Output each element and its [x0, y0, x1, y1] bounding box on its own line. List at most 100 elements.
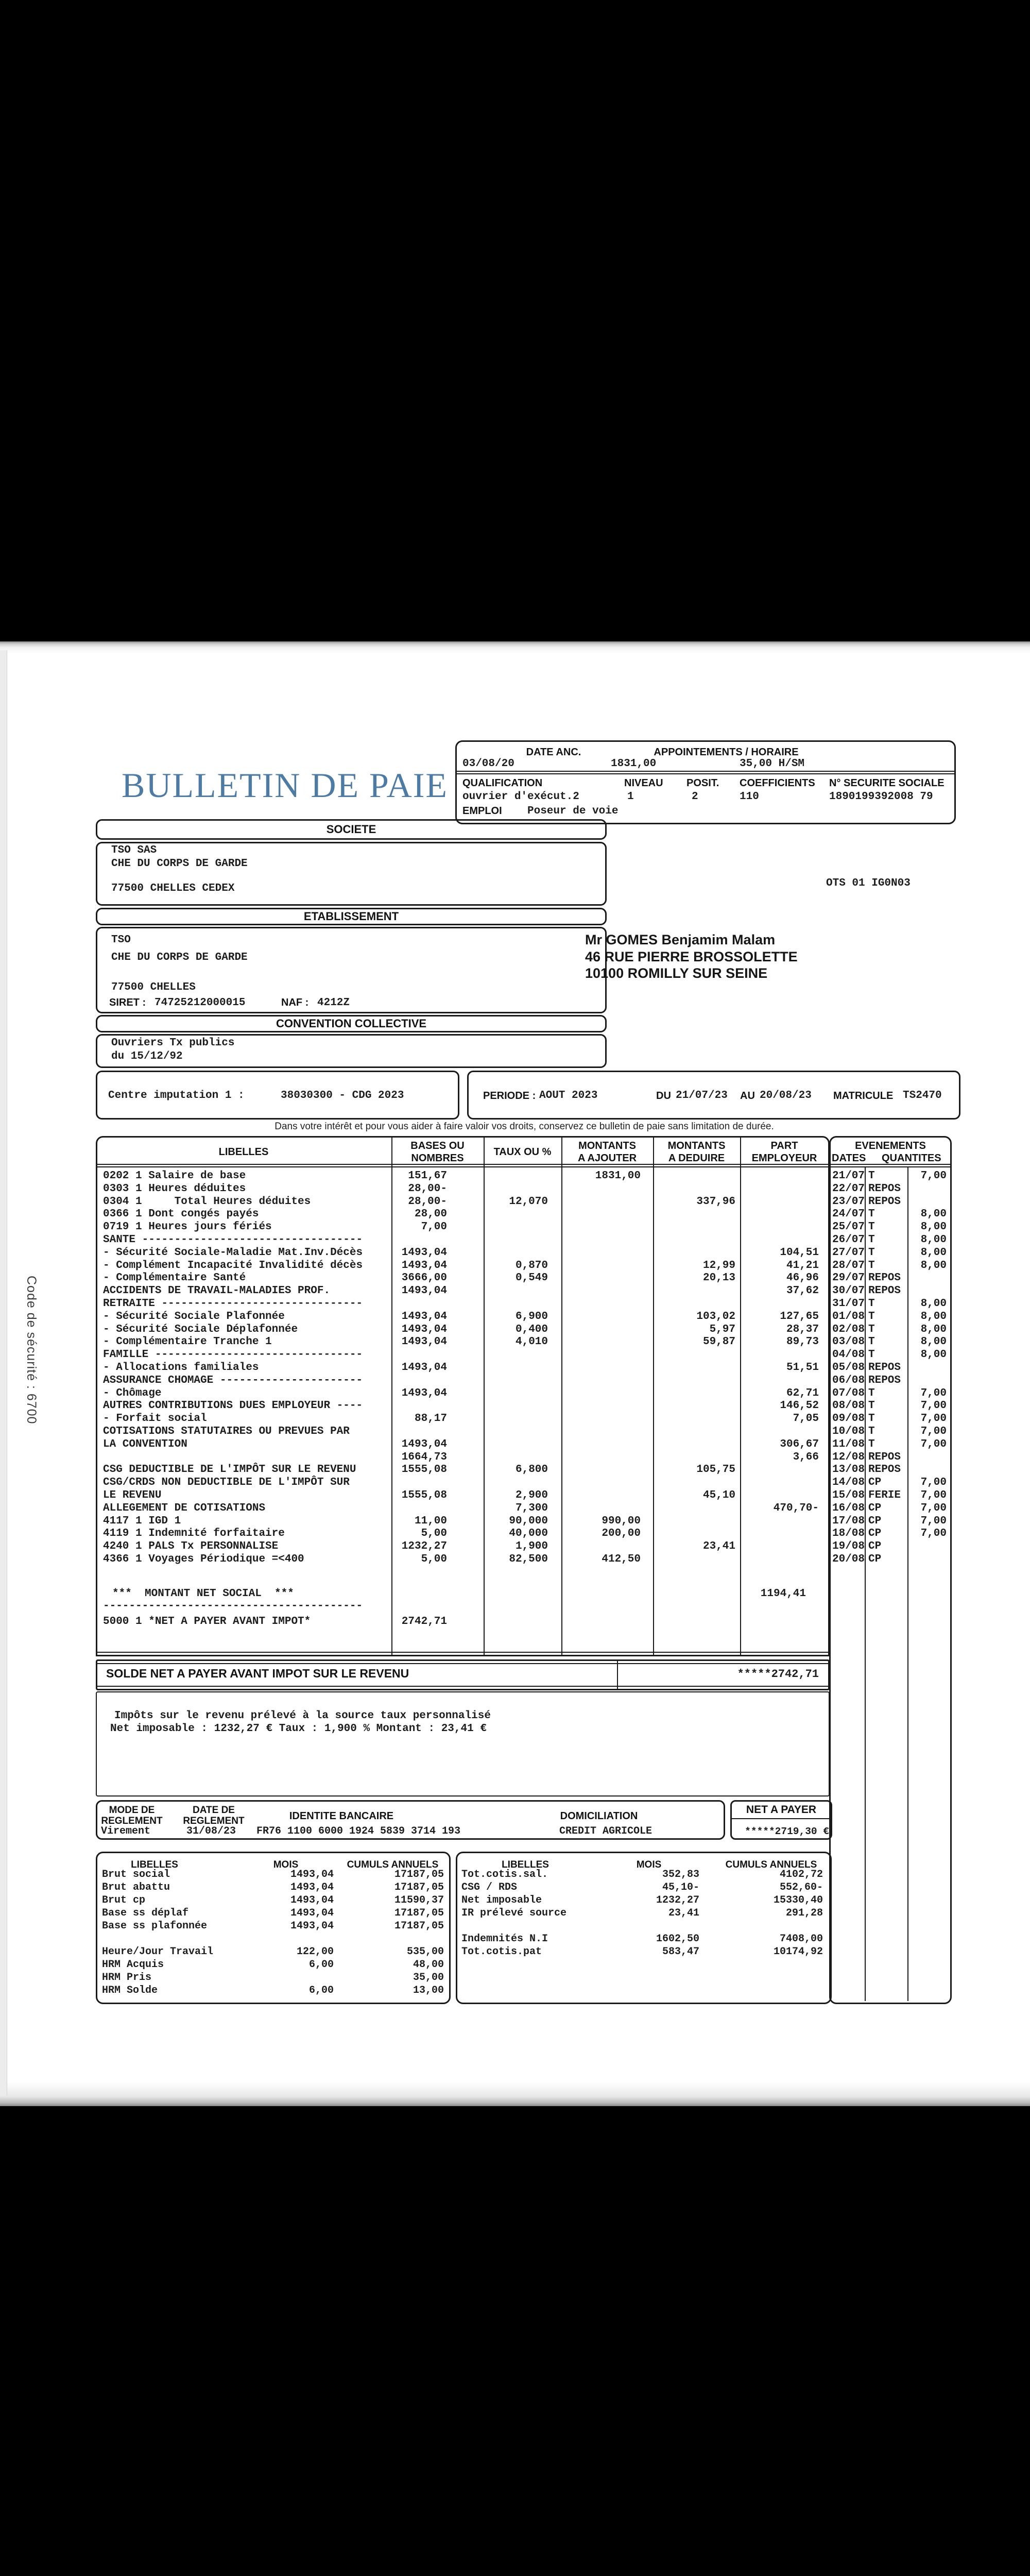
cell-bases: 28,00- — [408, 1196, 447, 1208]
cumuls-right-header: MOIS — [636, 1859, 662, 1870]
dashed-separator: ---------------------------------------- — [103, 1600, 363, 1612]
event-type: REPOS — [868, 1375, 901, 1386]
solde-divider — [617, 1659, 618, 1690]
impots-box — [96, 1691, 830, 1797]
cumul-annuel: 13,00 — [413, 1985, 444, 1996]
appointements-value: 1831,00 — [611, 758, 657, 770]
employee-city: 10100 ROMILLY SUR SEINE — [585, 965, 768, 981]
cell-deduire: 20,13 — [702, 1272, 735, 1284]
cell-taux: 4,010 — [515, 1336, 548, 1348]
col-header-quantites: QUANTITES — [882, 1153, 941, 1164]
column-line — [653, 1138, 654, 1655]
date-reglement-label: REGLEMENT — [183, 1816, 245, 1826]
event-date: 06/08 — [832, 1375, 865, 1386]
convention-line: du 15/12/92 — [111, 1050, 183, 1062]
cell-taux: 7,300 — [515, 1502, 548, 1514]
cumul-mois: 122,00 — [296, 1946, 334, 1958]
cell-bases: 3666,00 — [401, 1272, 447, 1284]
event-type: T — [868, 1247, 875, 1259]
event-type: REPOS — [868, 1196, 901, 1208]
column-line — [907, 1167, 908, 2001]
appointements-label: APPOINTEMENTS / HORAIRE — [654, 747, 799, 758]
du-value: 21/07/23 — [676, 1090, 728, 1101]
cell-bases: 1232,27 — [401, 1540, 447, 1552]
event-type: CP — [868, 1528, 882, 1539]
event-type: CP — [868, 1502, 882, 1514]
cell-deduire: 12,99 — [702, 1260, 735, 1272]
cell-bases: 1493,04 — [401, 1387, 447, 1399]
event-date: 15/08 — [832, 1489, 865, 1501]
event-type: T — [868, 1221, 875, 1233]
evenements-header-separator — [829, 1164, 952, 1167]
col-header-ajouter: MONTANTS — [578, 1140, 636, 1151]
solde-inner-line — [97, 1663, 828, 1664]
cell-bases: 1555,08 — [401, 1489, 447, 1501]
employee-name: Mr GOMES Benjamim Malam — [585, 932, 776, 947]
cumul-mois: 1493,04 — [290, 1882, 334, 1893]
cumul-mois: 1232,27 — [656, 1894, 699, 1906]
imputation-value: 38030300 - CDG 2023 — [281, 1090, 404, 1101]
event-date: 07/08 — [832, 1387, 865, 1399]
cumul-annuel: 35,00 — [413, 1972, 444, 1984]
event-type: T — [868, 1298, 875, 1310]
event-date: 03/08 — [832, 1336, 865, 1348]
event-type: REPOS — [868, 1451, 901, 1463]
cumul-annuel: 4102,72 — [779, 1869, 823, 1880]
net-social-value: 1194,41 — [760, 1588, 806, 1600]
cell-bases: 1493,04 — [401, 1260, 447, 1272]
cell-taux: 0,549 — [515, 1272, 548, 1284]
row-label: 0202 1 Salaire de base — [103, 1170, 246, 1182]
row-label: FAMILLE -------------------------------- — [103, 1349, 363, 1361]
convention-header: CONVENTION COLLECTIVE — [276, 1017, 427, 1030]
solde-inner-line — [97, 1686, 828, 1687]
event-type: T — [868, 1260, 875, 1272]
event-quantity: 7,00 — [920, 1387, 947, 1399]
etablissement-header-box — [96, 908, 607, 925]
secu-value: 1890199392008 79 — [829, 791, 933, 803]
event-date: 28/07 — [832, 1260, 865, 1272]
col-header-part: PART — [770, 1140, 798, 1151]
net-before-tax-label: 5000 1 *NET A PAYER AVANT IMPOT* — [103, 1616, 311, 1628]
cumul-mois: 6,00 — [308, 1985, 334, 1996]
event-date: 23/07 — [832, 1196, 865, 1208]
cell-bases: 5,00 — [421, 1553, 447, 1565]
cell-ajouter: 990,00 — [602, 1515, 641, 1527]
row-label: 4117 1 IGD 1 — [103, 1515, 181, 1527]
event-type: REPOS — [868, 1285, 901, 1297]
net-a-payer-label: NET A PAYER — [746, 1804, 817, 1816]
net-a-payer-box — [730, 1800, 832, 1840]
cell-deduire: 59,87 — [702, 1336, 735, 1348]
event-date: 02/08 — [832, 1324, 865, 1335]
societe-header: SOCIETE — [326, 823, 376, 836]
row-label: LA CONVENTION — [103, 1438, 187, 1450]
cell-deduire: 105,75 — [696, 1464, 735, 1476]
societe-box — [96, 842, 607, 906]
evenements-panel — [829, 1136, 952, 2004]
event-type: T — [868, 1170, 875, 1182]
cell-part-employeur: 37,62 — [786, 1285, 819, 1297]
event-type: T — [868, 1426, 875, 1437]
net-a-payer-value: *****2719,30 € — [745, 1826, 829, 1837]
horaire-value: 35,00 H/SM — [740, 758, 805, 770]
cell-bases: 1555,08 — [401, 1464, 447, 1476]
page-title: BULLETIN DE PAIE — [122, 766, 448, 805]
row-label: - Forfait social — [103, 1413, 207, 1425]
security-code-vertical-text: Code de sécurité : 6700 — [24, 1276, 39, 1425]
cell-part-employeur: 46,96 — [786, 1272, 819, 1284]
event-type: CP — [868, 1540, 882, 1552]
solde-box — [96, 1659, 830, 1690]
cell-bases: 1493,04 — [401, 1311, 447, 1323]
cumul-annuel: 17187,05 — [394, 1920, 444, 1932]
cell-part-employeur: 127,65 — [780, 1311, 819, 1323]
cell-taux: 6,900 — [515, 1311, 548, 1323]
letterbox-top — [0, 0, 1030, 641]
event-date: 17/08 — [832, 1515, 865, 1527]
event-date: 01/08 — [832, 1311, 865, 1323]
cell-part-employeur: 146,52 — [780, 1400, 819, 1412]
event-quantity: 7,00 — [920, 1515, 947, 1527]
event-date: 09/08 — [832, 1413, 865, 1425]
cell-bases: 151,67 — [408, 1170, 447, 1182]
cell-bases: 1493,04 — [401, 1362, 447, 1374]
cell-bases: 5,00 — [421, 1528, 447, 1539]
cell-part-employeur: 41,21 — [786, 1260, 819, 1272]
